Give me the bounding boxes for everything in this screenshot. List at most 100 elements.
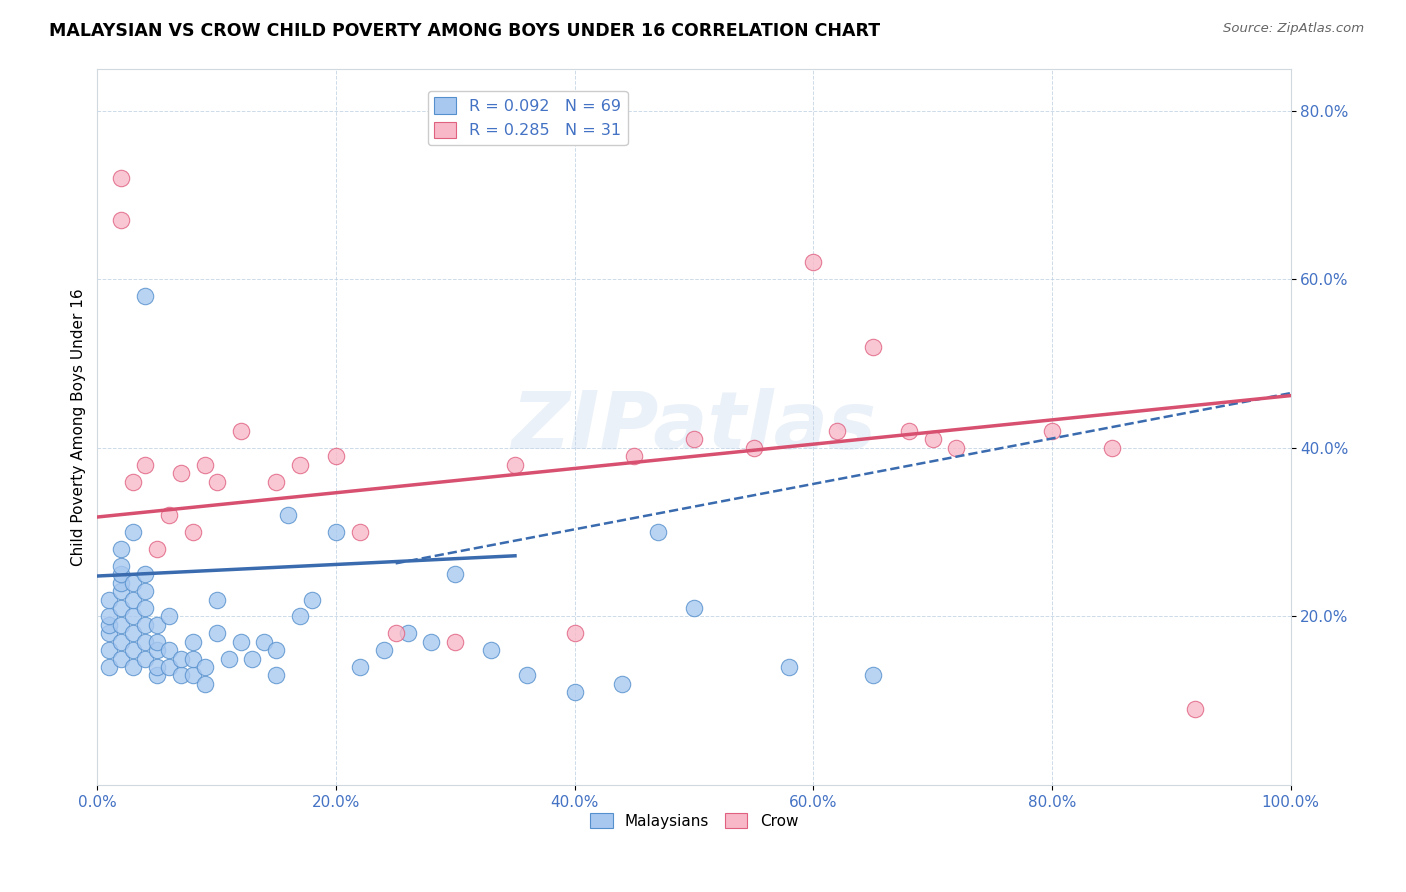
Point	[181, 525, 204, 540]
Point	[110, 601, 132, 615]
Point	[194, 458, 217, 472]
Point	[110, 618, 132, 632]
Point	[170, 668, 193, 682]
Point	[98, 660, 121, 674]
Point	[134, 618, 156, 632]
Point	[181, 668, 204, 682]
Point	[122, 643, 145, 657]
Point	[110, 558, 132, 573]
Point	[194, 677, 217, 691]
Point	[134, 634, 156, 648]
Point	[384, 626, 406, 640]
Point	[157, 643, 180, 657]
Point	[921, 433, 943, 447]
Point	[122, 660, 145, 674]
Point	[122, 592, 145, 607]
Point	[683, 601, 706, 615]
Point	[98, 618, 121, 632]
Point	[134, 458, 156, 472]
Point	[623, 450, 645, 464]
Point	[778, 660, 800, 674]
Point	[110, 584, 132, 599]
Point	[1184, 702, 1206, 716]
Point	[181, 651, 204, 665]
Point	[122, 626, 145, 640]
Point	[229, 424, 252, 438]
Point	[146, 542, 169, 557]
Point	[325, 525, 347, 540]
Point	[683, 433, 706, 447]
Point	[146, 660, 169, 674]
Point	[122, 475, 145, 489]
Point	[945, 441, 967, 455]
Text: Source: ZipAtlas.com: Source: ZipAtlas.com	[1223, 22, 1364, 36]
Point	[862, 340, 884, 354]
Point	[98, 609, 121, 624]
Point	[325, 450, 347, 464]
Point	[170, 466, 193, 480]
Text: MALAYSIAN VS CROW CHILD POVERTY AMONG BOYS UNDER 16 CORRELATION CHART: MALAYSIAN VS CROW CHILD POVERTY AMONG BO…	[49, 22, 880, 40]
Point	[349, 525, 371, 540]
Point	[516, 668, 538, 682]
Point	[122, 525, 145, 540]
Point	[98, 592, 121, 607]
Point	[146, 618, 169, 632]
Point	[266, 643, 288, 657]
Point	[134, 584, 156, 599]
Point	[564, 685, 586, 699]
Point	[157, 508, 180, 523]
Point	[1040, 424, 1063, 438]
Point	[110, 567, 132, 582]
Point	[564, 626, 586, 640]
Point	[205, 475, 228, 489]
Point	[479, 643, 502, 657]
Point	[801, 255, 824, 269]
Point	[825, 424, 848, 438]
Point	[229, 634, 252, 648]
Point	[146, 634, 169, 648]
Point	[277, 508, 299, 523]
Point	[862, 668, 884, 682]
Point	[301, 592, 323, 607]
Point	[205, 626, 228, 640]
Point	[242, 651, 264, 665]
Point	[612, 677, 634, 691]
Point	[444, 634, 467, 648]
Point	[742, 441, 765, 455]
Point	[146, 668, 169, 682]
Legend: Malaysians, Crow: Malaysians, Crow	[583, 806, 804, 835]
Point	[266, 668, 288, 682]
Point	[647, 525, 669, 540]
Y-axis label: Child Poverty Among Boys Under 16: Child Poverty Among Boys Under 16	[72, 288, 86, 566]
Text: ZIPatlas: ZIPatlas	[512, 388, 876, 466]
Point	[157, 609, 180, 624]
Point	[98, 643, 121, 657]
Point	[349, 660, 371, 674]
Point	[253, 634, 276, 648]
Point	[134, 601, 156, 615]
Point	[373, 643, 395, 657]
Point	[98, 626, 121, 640]
Point	[110, 575, 132, 590]
Point	[146, 643, 169, 657]
Point	[110, 634, 132, 648]
Point	[218, 651, 240, 665]
Point	[110, 171, 132, 186]
Point	[170, 651, 193, 665]
Point	[122, 575, 145, 590]
Point	[205, 592, 228, 607]
Point	[266, 475, 288, 489]
Point	[503, 458, 526, 472]
Point	[181, 634, 204, 648]
Point	[134, 651, 156, 665]
Point	[122, 609, 145, 624]
Point	[897, 424, 920, 438]
Point	[396, 626, 419, 640]
Point	[110, 542, 132, 557]
Point	[110, 651, 132, 665]
Point	[134, 289, 156, 303]
Point	[194, 660, 217, 674]
Point	[134, 567, 156, 582]
Point	[290, 458, 312, 472]
Point	[290, 609, 312, 624]
